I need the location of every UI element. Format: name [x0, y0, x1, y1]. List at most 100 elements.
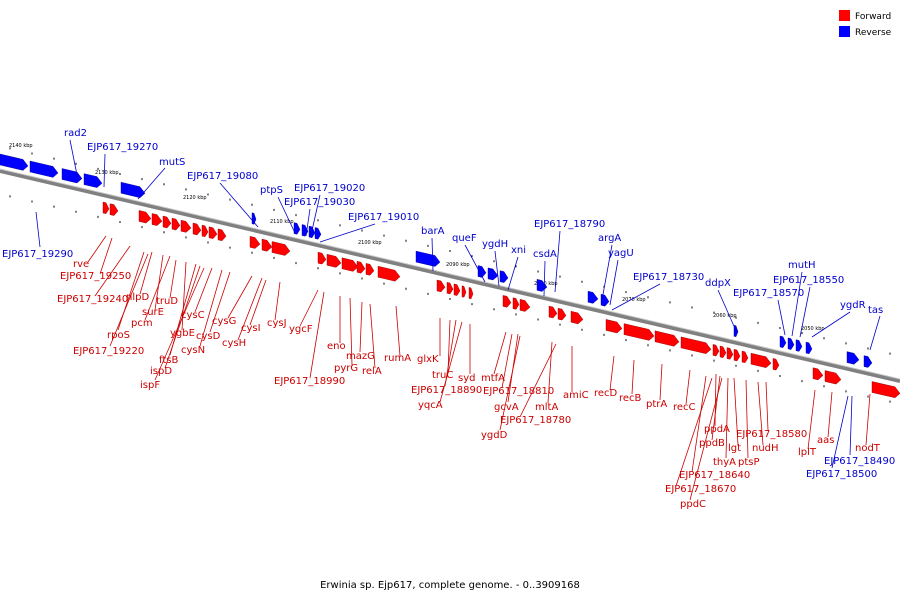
gene-label: EJP617_18550	[773, 275, 844, 286]
forward-label-leader	[733, 377, 739, 446]
reverse-label-leader	[310, 194, 321, 236]
reverse-label-leader	[137, 167, 166, 200]
gene-label: yqcA	[418, 400, 443, 411]
gene-label: EJP617_19030	[284, 197, 355, 208]
forward-label-leader	[194, 267, 213, 313]
forward-label-leader	[691, 375, 707, 473]
gene-label: mutS	[159, 157, 185, 168]
gene-label: glxK	[417, 354, 439, 365]
legend-reverse-swatch	[839, 26, 850, 37]
tick-label: 2070 kbp	[622, 297, 646, 303]
reverse-gene-arrow	[314, 227, 322, 240]
reverse-gene-arrow	[61, 168, 83, 184]
gene-label: mutH	[788, 260, 816, 271]
forward-label-leader	[659, 363, 663, 401]
reverse-label-leader	[305, 208, 311, 237]
gene-label: yagU	[608, 248, 634, 259]
forward-gene-arrow	[192, 222, 202, 236]
forward-label-leader	[493, 331, 507, 375]
map-caption: Erwinia sp. Ejp617, complete genome. - 0…	[320, 580, 580, 591]
gene-label: xni	[511, 245, 526, 256]
forward-gene-arrow	[557, 307, 567, 321]
gene-label: pyrG	[334, 363, 358, 374]
gene-label: EJP617_18890	[411, 385, 482, 396]
legend-forward-label: Forward	[855, 12, 891, 22]
gene-label: EJP617_18670	[665, 484, 736, 495]
forward-label-leader	[685, 369, 691, 405]
reverse-gene-arrow	[787, 337, 795, 350]
reverse-gene-arrow	[487, 267, 499, 281]
gene-label: cysD	[196, 331, 221, 342]
reverse-label-leader	[319, 223, 376, 243]
forward-label-leader	[87, 235, 107, 263]
forward-gene-arrow	[519, 299, 531, 312]
gene-label: cysJ	[267, 318, 287, 329]
gene-label: ptrA	[646, 399, 667, 410]
forward-gene-arrow	[548, 305, 558, 319]
forward-gene-arrow	[453, 283, 461, 296]
gene-label: relA	[362, 366, 382, 377]
gene-label: eno	[327, 341, 346, 352]
gene-label: syd	[458, 373, 475, 384]
forward-label-leader	[631, 359, 635, 395]
gene-label: EJP617_18500	[806, 469, 877, 480]
forward-label-leader	[757, 381, 764, 446]
gene-label: EJP617_18640	[679, 470, 750, 481]
reverse-gene-arrow	[600, 293, 610, 307]
reverse-gene-arrow	[0, 153, 29, 171]
gene-label: ygcF	[289, 324, 313, 335]
gene-label: surE	[142, 307, 164, 318]
forward-label-leader	[447, 319, 451, 373]
gene-label: nudH	[752, 443, 779, 454]
tick-label: 2060 kbp	[713, 313, 737, 319]
gene-label: EJP617_18990	[274, 376, 345, 387]
forward-gene-arrow	[180, 219, 192, 233]
reverse-gene-arrow	[120, 181, 146, 198]
gene-label: rpoS	[107, 330, 130, 341]
forward-gene-arrow	[750, 352, 772, 368]
gene-label: argA	[598, 233, 621, 244]
forward-label-leader	[237, 277, 263, 341]
gene-label: mazG	[346, 351, 375, 362]
gene-label: rumA	[384, 353, 411, 364]
forward-gene-arrow	[726, 347, 734, 360]
forward-label-leader	[139, 251, 153, 295]
reverse-gene-arrow	[863, 355, 873, 368]
forward-label-leader	[499, 335, 521, 431]
gene-label: nodT	[855, 443, 881, 454]
gene-label: EJP617_19290	[2, 249, 73, 260]
reverse-gene-arrow	[846, 351, 860, 365]
forward-gene-arrow	[502, 295, 512, 308]
tick-marks	[9, 147, 891, 403]
gene-label: thyA	[713, 457, 736, 468]
forward-gene-arrow	[623, 323, 655, 341]
forward-label-leader	[439, 321, 463, 403]
reverse-label-leader	[869, 315, 881, 351]
gene-label: EJP617_18490	[824, 456, 895, 467]
reverse-label-leader	[35, 211, 41, 248]
forward-label-leader	[109, 253, 149, 347]
gene-label: EJP617_19080	[187, 171, 258, 182]
label-leader-lines	[35, 139, 881, 501]
gene-label: cysH	[222, 338, 246, 349]
forward-gene-arrow	[261, 238, 273, 252]
gene-label: EJP617_18810	[483, 386, 554, 397]
gene-label: ispD	[150, 366, 172, 377]
gene-label: truC	[432, 370, 453, 381]
forward-label-leader	[369, 303, 376, 369]
reverse-label-leader	[849, 395, 853, 456]
forward-gene-labels: rve EJP617_19250 EJP617_19240 rpoS nlpD …	[57, 259, 881, 510]
reverse-gene-arrow	[499, 270, 509, 283]
forward-gene-arrow	[719, 345, 727, 358]
forward-label-leader	[227, 275, 253, 319]
forward-gene-arrow	[341, 257, 359, 272]
gene-label: aas	[817, 435, 834, 446]
gene-label: cysI	[241, 323, 261, 334]
reverse-label-leader	[103, 153, 106, 188]
gene-label: ftsB	[159, 355, 178, 366]
forward-gene-arrow	[812, 367, 824, 381]
gene-label: EJP617_18580	[736, 429, 807, 440]
forward-gene-arrow	[171, 217, 181, 231]
reverse-gene-arrow	[779, 335, 787, 348]
